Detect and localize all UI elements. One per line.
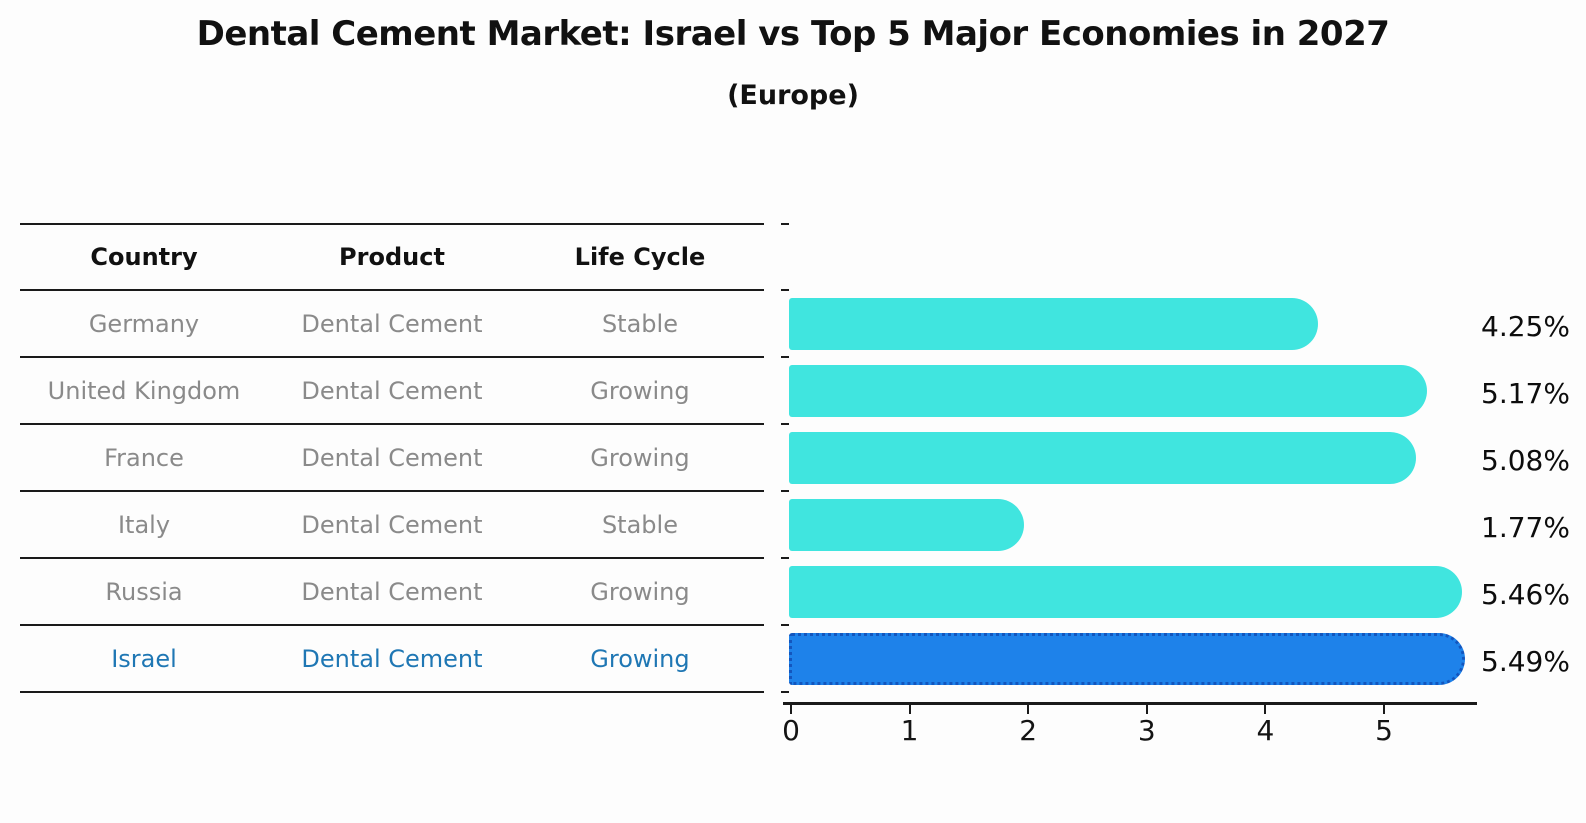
table-rule [20,490,764,492]
x-axis-tick-label: 1 [900,714,919,747]
x-axis-tick-label: 2 [1019,714,1038,747]
chart-title: Dental Cement Market: Israel vs Top 5 Ma… [196,14,1390,54]
table-header-row: Country Product Life Cycle [20,224,764,290]
x-axis-tick [908,705,911,714]
bar-italy [789,498,1024,551]
y-axis-tick [781,223,789,225]
table-cell-country: Russia [105,577,183,606]
x-axis-tick [1145,705,1148,714]
value-label-france: 5.08% [1481,443,1570,477]
value-label-italy: 1.77% [1481,510,1570,544]
table-cell-product: Dental Cement [301,443,483,472]
table-header-life-cycle: Life Cycle [574,243,706,271]
table-header-product: Product [339,243,445,271]
table-row-germany: Germany Dental Cement Stable [20,290,764,357]
y-axis-tick [781,490,789,492]
y-axis-tick [781,691,789,693]
table-header-country: Country [90,243,198,271]
table-row-italy: Italy Dental Cement Stable [20,491,764,558]
x-axis-tick-label: 5 [1375,714,1393,747]
table-cell-life-cycle: Growing [590,443,690,472]
x-axis-line [783,702,1477,705]
bar-germany [789,297,1318,350]
table-cell-life-cycle: Growing [590,644,690,673]
x-axis-tick [1264,705,1267,714]
table-cell-country: United Kingdom [47,376,241,405]
value-label-germany: 4.25% [1481,309,1570,343]
table-rule [20,289,764,291]
x-axis-tick [1027,705,1030,714]
table-cell-country: France [104,443,184,472]
table-rule [20,557,764,559]
chart-subtitle: (Europe) [727,80,859,111]
table-cell-country: Israel [111,644,177,673]
bar-russia [789,565,1462,618]
table-row-russia: Russia Dental Cement Growing [20,558,764,625]
table-row-united-kingdom: United Kingdom Dental Cement Growing [20,357,764,424]
y-axis-tick [781,289,789,291]
table-rule [20,356,764,358]
x-axis-tick-label: 3 [1137,714,1156,747]
table-cell-product: Dental Cement [301,577,483,606]
x-axis-tick-label: 4 [1256,714,1275,747]
table-cell-product: Dental Cement [301,309,483,338]
table-bottom-line [20,691,764,693]
y-axis-tick [781,356,789,358]
table-cell-country: Germany [88,309,200,338]
bar-israel [789,632,1465,685]
table-cell-product: Dental Cement [301,510,483,539]
value-label-israel: 5.49% [1481,644,1570,678]
table-row-france: France Dental Cement Growing [20,424,764,491]
table-cell-life-cycle: Growing [590,577,690,606]
table-cell-life-cycle: Growing [590,376,690,405]
table-row-israel: Israel Dental Cement Growing [20,625,764,692]
table-cell-life-cycle: Stable [601,510,678,539]
table-top-line [20,223,764,225]
table-cell-life-cycle: Stable [601,309,678,338]
table-cell-product: Dental Cement [301,376,483,405]
table-rule [20,423,764,425]
y-axis-tick [781,557,789,559]
bar-france [789,431,1416,484]
y-axis-tick [781,423,789,425]
table-cell-country: Italy [117,510,171,539]
x-axis-tick [1383,705,1385,714]
x-axis-tick-label: 0 [782,714,800,747]
table-rule [20,624,764,626]
x-axis-tick [790,705,792,714]
bar-united-kingdom [789,364,1427,417]
y-axis-tick [781,624,789,626]
table-cell-product: Dental Cement [301,644,483,673]
value-label-united-kingdom: 5.17% [1481,376,1570,410]
value-label-russia: 5.46% [1481,577,1570,611]
